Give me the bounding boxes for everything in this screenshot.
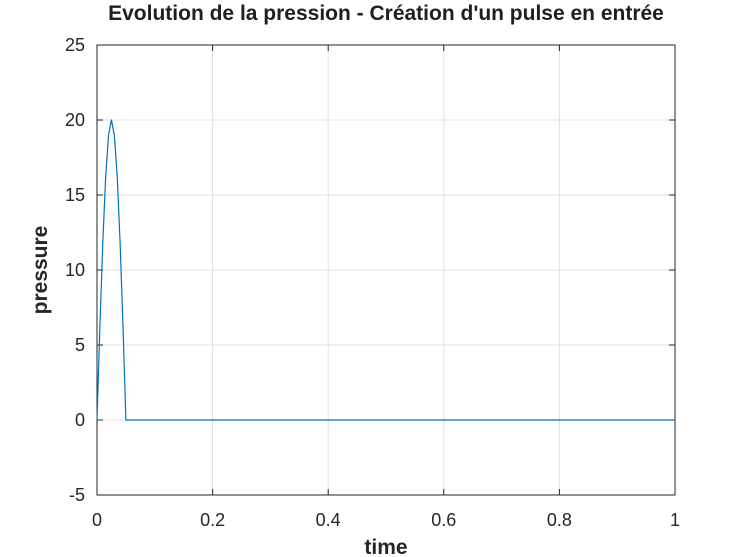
y-tick-label: 15 — [65, 185, 85, 205]
y-tick-label: -5 — [69, 485, 85, 505]
y-tick-label: 5 — [75, 335, 85, 355]
x-tick-label: 1 — [670, 510, 680, 530]
chart-title: Evolution de la pression - Création d'un… — [108, 2, 664, 25]
y-tick-label: 25 — [65, 35, 85, 55]
series-line — [96, 119, 675, 421]
x-tick-label: 0.2 — [200, 510, 225, 530]
y-axis-label: pressure — [29, 226, 52, 315]
x-axis-label: time — [364, 536, 407, 557]
x-tick-label: 0.6 — [431, 510, 456, 530]
series-layer — [96, 119, 675, 421]
x-tick-label: 0.4 — [316, 510, 341, 530]
y-tick-label: 0 — [75, 410, 85, 430]
y-tick-label: 20 — [65, 110, 85, 130]
axis-ticks: 0 0.2 0.4 0.6 0.8 1 -5 0 5 10 15 20 25 — [65, 35, 680, 530]
x-tick-label: 0.8 — [547, 510, 572, 530]
y-tick-label: 10 — [65, 260, 85, 280]
x-tick-label: 0 — [92, 510, 102, 530]
